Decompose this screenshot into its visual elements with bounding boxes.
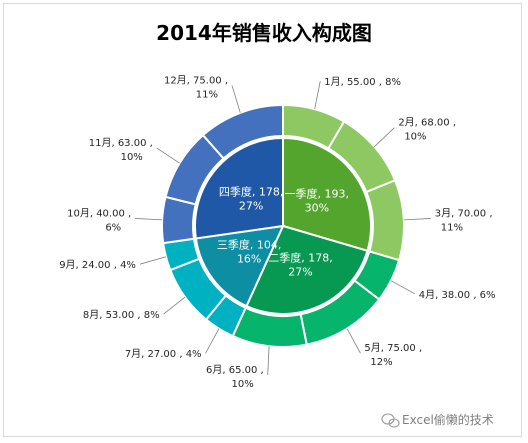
outer-label: 9月, 24.00 , 4%	[59, 259, 136, 271]
leader-line	[314, 81, 321, 110]
leader-line	[390, 280, 415, 295]
watermark: Excel偷懒的技术	[381, 412, 494, 428]
inner-ring	[194, 136, 372, 315]
inner-label-line2: 30%	[305, 202, 329, 215]
inner-slice	[194, 136, 284, 240]
inner-label-line2: 27%	[239, 199, 263, 212]
outer-label-line2: 10%	[121, 152, 143, 163]
outer-label: 1月, 55.00 , 8%	[324, 76, 401, 88]
outer-label-line2: 11%	[441, 222, 463, 233]
inner-slice	[245, 224, 369, 315]
outer-ring	[161, 103, 405, 348]
outer-label: 4月, 38.00 , 6%	[419, 289, 496, 301]
outer-label-line1: 2月, 68.00 ,	[398, 117, 456, 129]
outer-label-line2: 6%	[105, 222, 121, 233]
inner-slice	[282, 136, 372, 253]
outer-slice	[365, 178, 405, 262]
leader-line	[135, 218, 163, 221]
outer-label-line2: 10%	[231, 379, 253, 390]
leader-lines	[135, 81, 431, 376]
inner-labels: 一季度, 193,30%二季度, 178,27%三季度, 104,16%四季度,…	[217, 184, 349, 278]
leader-line	[205, 328, 220, 354]
chart-title: 2014年销售收入构成图	[156, 21, 372, 45]
wechat-icon	[381, 413, 400, 428]
leader-line	[163, 296, 186, 315]
outer-label: 7月, 27.00 , 4%	[125, 348, 202, 360]
outer-label-line1: 10月, 40.00 ,	[67, 207, 131, 219]
outer-label-line2: 10%	[404, 132, 426, 143]
outer-label-line2: 12%	[370, 357, 392, 368]
leader-line	[403, 218, 431, 221]
outer-labels: 1月, 55.00 , 8% 2月, 68.00 , 10% 3月, 70.00 , 1…	[59, 75, 495, 390]
inner-label-line2: 27%	[288, 265, 312, 278]
outer-label-line1: 5月, 75.00 ,	[364, 342, 422, 354]
leader-line	[374, 127, 395, 148]
outer-label-line1: 3月, 70.00 ,	[435, 207, 493, 219]
inner-label-line1: 三季度, 104,	[217, 237, 282, 251]
leader-line	[267, 346, 270, 376]
outer-slice	[201, 103, 284, 160]
watermark-text: Excel偷懒的技术	[402, 412, 494, 427]
outer-label-line1: 6月, 65.00 ,	[206, 364, 264, 376]
leader-line	[139, 256, 167, 265]
inner-label-line1: 四季度, 178,	[219, 184, 284, 198]
inner-slice	[194, 224, 285, 308]
inner-label-line1: 二季度, 178,	[268, 250, 333, 264]
inner-label-line2: 16%	[237, 252, 261, 265]
inner-label-line1: 一季度, 193,	[285, 187, 350, 201]
outer-label-line1: 12月, 75.00 ,	[164, 75, 228, 87]
outer-label-line1: 11月, 63.00 ,	[89, 137, 153, 149]
outer-label-line2: 11%	[196, 90, 218, 101]
leader-line	[346, 328, 361, 354]
leader-line	[231, 85, 241, 113]
outer-label: 8月, 53.00 , 8%	[83, 309, 160, 321]
leader-line	[156, 147, 180, 164]
